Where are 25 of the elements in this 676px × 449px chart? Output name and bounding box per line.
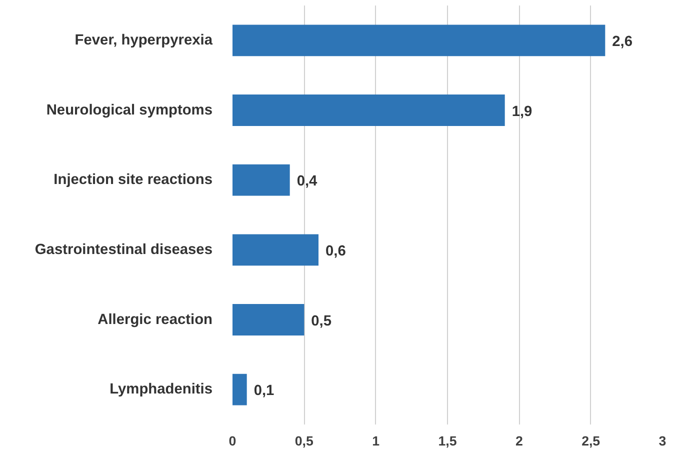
data-label: 0,5 <box>311 313 332 330</box>
x-tick-label: 1,5 <box>438 434 458 448</box>
x-tick-label: 2,5 <box>582 434 601 448</box>
x-tick-label: 2 <box>515 434 523 448</box>
x-tick-label: 1 <box>372 434 380 448</box>
bar <box>232 304 304 336</box>
x-tick-label: 0 <box>228 434 236 448</box>
y-tick-label: Injection site reactions <box>54 172 213 188</box>
y-tick-label: Gastrointestinal diseases <box>34 242 213 258</box>
data-label: 0,4 <box>296 174 318 190</box>
bar <box>232 164 290 196</box>
y-tick-label: Fever, hyperpyrexia <box>74 32 214 48</box>
x-tick-label: 3 <box>658 434 666 448</box>
bar <box>232 94 505 126</box>
bar <box>232 234 318 266</box>
y-tick-label: Neurological symptoms <box>46 102 213 118</box>
x-tick-label: 0,5 <box>294 434 314 448</box>
y-tick-label: Allergic reaction <box>98 312 213 328</box>
data-label: 0,1 <box>254 383 274 400</box>
y-tick-label: Lymphadenitis <box>110 382 213 398</box>
data-label: 2,6 <box>612 34 633 50</box>
data-label: 0,6 <box>326 243 346 260</box>
bar <box>232 24 606 56</box>
bar <box>232 374 247 406</box>
data-label: 1,9 <box>512 104 532 120</box>
